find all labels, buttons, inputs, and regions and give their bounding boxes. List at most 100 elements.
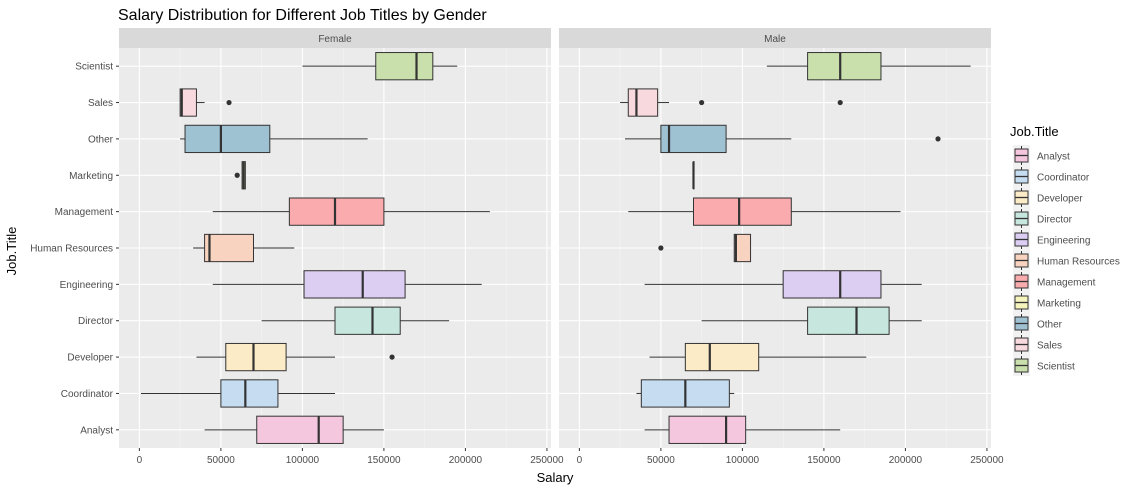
box-director [701, 306, 922, 335]
box-iqr [627, 88, 659, 117]
box-developer [196, 342, 395, 372]
box-iqr [807, 52, 882, 81]
x-tick-label: 150000 [807, 455, 841, 466]
box-sales [620, 88, 843, 117]
facet-strip [119, 28, 551, 48]
y-tick-label: Engineering [60, 280, 113, 291]
box-iqr [660, 124, 727, 154]
legend-items: Analyst Coordinator Developer Director Engin… [1013, 145, 1120, 376]
x-tick-label: 50000 [647, 455, 675, 466]
outlier-point [389, 354, 395, 360]
box-coordinator [141, 379, 335, 408]
x-tick-label: 200000 [449, 455, 483, 466]
facet-male: Male 0 50000 100000 150000 200000 250000 [559, 28, 1004, 466]
legend-entry-director: Director [1013, 208, 1073, 229]
x-tick-label: 150000 [367, 455, 401, 466]
facet-female: Female 0 50000 100000 150000 200000 250000 Anal… [30, 28, 564, 466]
box-iqr [184, 124, 271, 154]
outlier-point [234, 172, 240, 178]
y-axis-label: Job.Title [4, 227, 19, 276]
y-tick-label: Developer [67, 353, 113, 364]
box-director [261, 306, 450, 335]
box-engineering [644, 270, 922, 299]
outlier-point [935, 136, 941, 142]
facet-strip [559, 28, 991, 48]
box-iqr [807, 306, 890, 335]
box-other [180, 124, 368, 154]
box-other [625, 124, 941, 154]
x-tick-label: 0 [137, 455, 143, 466]
box-analyst [204, 415, 384, 444]
legend-label: Director [1037, 215, 1073, 226]
legend-label: Developer [1037, 194, 1083, 205]
y-tick-label: Sales [88, 98, 113, 109]
box-iqr [288, 197, 385, 226]
legend-label: Sales [1037, 341, 1062, 352]
legend-label: Other [1037, 320, 1063, 331]
box-marketing [234, 161, 246, 190]
x-tick-label: 100000 [286, 455, 320, 466]
y-tick-label: Director [78, 316, 114, 327]
x-tick-label: 250000 [530, 455, 564, 466]
legend-entry-sales: Sales [1013, 334, 1062, 355]
facet-strip-label: Female [318, 34, 352, 45]
y-tick-label: Coordinator [61, 389, 114, 400]
box-coordinator [636, 379, 735, 408]
legend-title: Job.Title [1010, 124, 1059, 139]
chart-title: Salary Distribution for Different Job Ti… [118, 7, 487, 24]
legend-label: Scientist [1037, 362, 1075, 373]
legend-entry-marketing: Marketing [1013, 292, 1081, 313]
x-tick-label: 250000 [970, 455, 1004, 466]
legend-entry-scientist: Scientist [1013, 355, 1075, 376]
box-analyst [644, 415, 841, 444]
box-human-resources [658, 233, 752, 263]
legend-label: Human Resources [1037, 257, 1120, 268]
box-iqr [220, 379, 279, 408]
box-iqr [334, 306, 401, 335]
y-tick-label: Management [55, 207, 114, 218]
facets: Female 0 50000 100000 150000 200000 250000 Anal… [30, 28, 1004, 466]
x-tick-label: 0 [577, 455, 583, 466]
box-iqr [684, 342, 760, 372]
y-tick-label: Other [88, 134, 114, 145]
legend-label: Coordinator [1037, 173, 1090, 184]
box-scientist [766, 52, 971, 81]
y-tick-label: Human Resources [30, 244, 113, 255]
box-management [628, 197, 901, 226]
legend-entry-other: Other [1013, 313, 1063, 334]
box-iqr [256, 415, 344, 444]
x-tick-label: 200000 [889, 455, 923, 466]
legend-label: Engineering [1037, 236, 1090, 247]
legend-entry-management: Management [1013, 271, 1096, 292]
box-iqr [204, 233, 254, 263]
legend-label: Analyst [1037, 152, 1070, 163]
outlier-point [658, 245, 664, 251]
x-tick-label: 100000 [726, 455, 760, 466]
box-human-resources [193, 233, 295, 263]
legend-entry-developer: Developer [1013, 187, 1083, 208]
legend-entry-analyst: Analyst [1013, 145, 1070, 166]
box-sales [179, 88, 232, 117]
box-developer [649, 342, 867, 372]
outlier-point [699, 99, 705, 106]
legend-entry-human-resources: Human Resources [1013, 250, 1120, 271]
box-iqr [303, 270, 406, 299]
facet-strip-label: Male [764, 34, 786, 45]
legend-label: Management [1037, 278, 1096, 289]
box-engineering [212, 270, 482, 299]
y-tick-label: Marketing [69, 171, 113, 182]
outlier-point [226, 99, 232, 106]
box-iqr [692, 197, 792, 226]
legend: Job.Title Analyst Coordinator Developer Dir… [1010, 124, 1120, 376]
box-marketing [692, 161, 695, 190]
legend-label: Marketing [1037, 299, 1081, 310]
box-iqr [733, 233, 752, 263]
box-scientist [302, 52, 458, 81]
box-iqr [668, 415, 747, 444]
outlier-point [837, 99, 843, 106]
box-iqr [225, 342, 287, 372]
box-management [212, 197, 490, 226]
box-iqr [375, 52, 434, 81]
y-tick-label: Scientist [75, 62, 113, 73]
